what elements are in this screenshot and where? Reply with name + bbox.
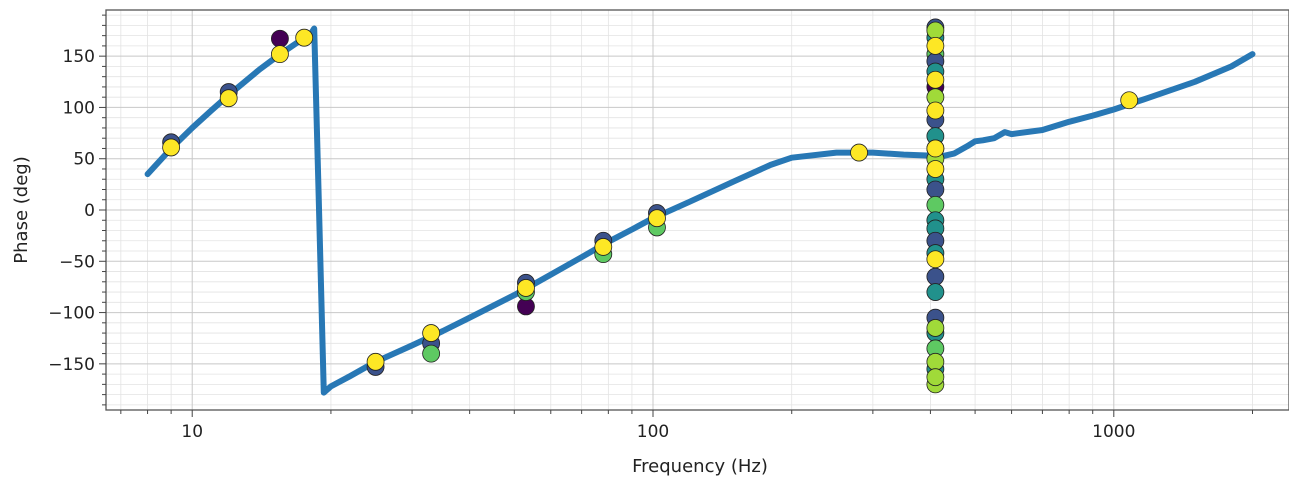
scatter-point: [162, 138, 181, 157]
scatter-point: [926, 70, 945, 89]
scatter-point: [1120, 91, 1139, 110]
scatter-point: [850, 143, 868, 162]
scatter-point: [271, 29, 289, 48]
x-tick-label: 100: [637, 422, 669, 442]
x-tick-label: 1000: [1092, 422, 1135, 442]
y-tick-label: 150: [63, 47, 95, 67]
scatter-point: [926, 283, 945, 301]
x-tick-label: 10: [181, 422, 203, 442]
scatter-point: [219, 89, 238, 108]
y-tick-label: −50: [59, 252, 95, 272]
scatter-point: [926, 319, 945, 337]
scatter-point: [926, 195, 945, 214]
y-tick-label: 50: [73, 150, 95, 170]
scatter-point: [366, 352, 385, 371]
scatter-points: [162, 18, 1139, 394]
scatter-point: [295, 28, 314, 47]
y-tick-label: −100: [48, 304, 95, 324]
y-tick-label: 100: [63, 98, 95, 118]
scatter-point: [926, 368, 945, 387]
tick-marks: [99, 14, 1254, 417]
scatter-point: [926, 160, 945, 178]
scatter-point: [422, 324, 441, 342]
scatter-point: [594, 238, 613, 256]
scatter-point: [926, 36, 945, 55]
scatter-point: [926, 250, 945, 269]
scatter-point: [517, 279, 535, 297]
scatter-point: [926, 267, 945, 286]
scatter-point: [648, 209, 666, 228]
scatter-point: [926, 180, 945, 199]
scatter-point: [926, 352, 945, 371]
x-tick-labels: 10 100 1000: [181, 422, 1135, 442]
scatter-point: [271, 45, 289, 64]
scatter-point: [926, 21, 945, 40]
phase-line: [144, 25, 1256, 396]
y-tick-label: −150: [48, 355, 95, 375]
y-tick-labels: −150 −100 −50 0 50 100 150: [48, 47, 95, 375]
x-axis-label: Frequency (Hz): [632, 456, 768, 477]
scatter-point: [926, 101, 945, 120]
major-gridlines: [106, 10, 1289, 410]
phase-line-series: [144, 25, 1256, 396]
scatter-point: [926, 139, 945, 158]
y-tick-label: 0: [84, 201, 95, 221]
y-axis-label: Phase (deg): [11, 156, 32, 263]
scatter-point: [422, 344, 441, 363]
